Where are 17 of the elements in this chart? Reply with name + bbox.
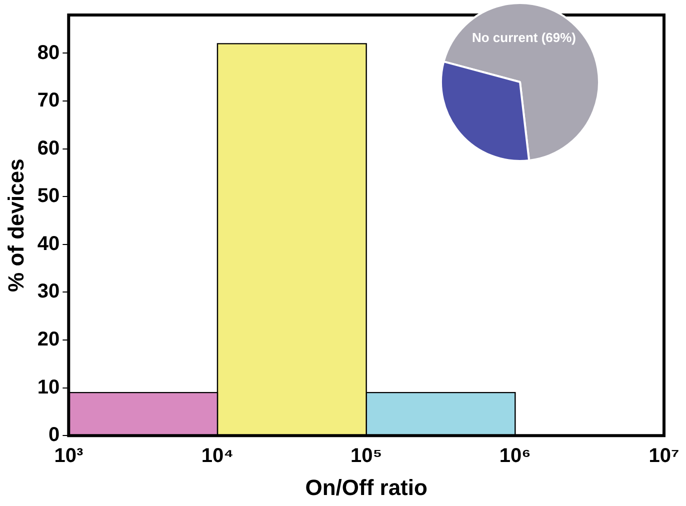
x-tick-label: 10⁶ (499, 445, 531, 468)
x-tick-label: 10⁴ (201, 445, 234, 468)
y-tick-label: 30 (37, 280, 60, 303)
y-tick-label: 0 (48, 424, 60, 446)
y-tick-label: 50 (37, 185, 60, 208)
slice-label: No current (69%) (472, 30, 576, 46)
y-tick-label: 20 (37, 328, 60, 351)
x-axis-title: On/Off ratio (305, 474, 428, 500)
x-tick-label: 10³ (54, 445, 84, 468)
y-tick-label: 60 (37, 137, 60, 160)
x-tick-label: 10⁷ (648, 445, 680, 468)
y-tick-label: 40 (37, 232, 60, 255)
x-tick-label: 10⁵ (350, 445, 382, 468)
y-tick-label: 70 (37, 90, 60, 112)
y-tick-label: 10 (37, 376, 60, 398)
y-tick-label: 80 (37, 42, 60, 64)
y-axis-title: % of devices (3, 158, 28, 292)
